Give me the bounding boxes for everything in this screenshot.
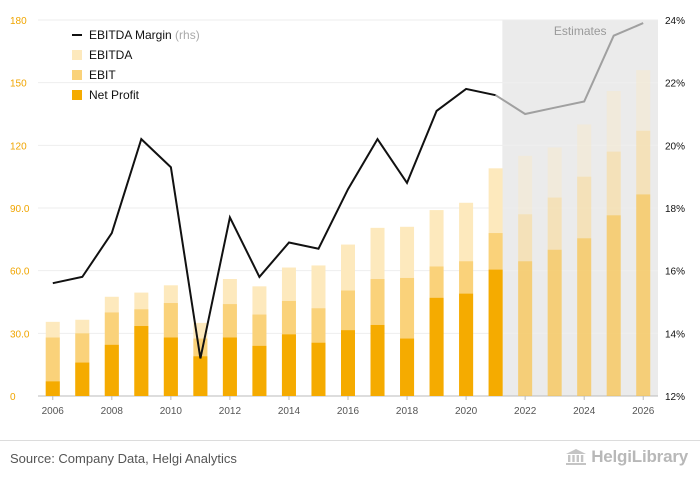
axes: 0 30.0 60.0 90.0 120 150 180 12% 14% 16% 18% 20% 22%… [10,16,685,417]
ebitda-bar [518,155,533,396]
ebit-bar [636,130,651,396]
left-axis-tick-label: 60.0 [10,267,30,278]
legend-swatch [72,50,82,60]
ebitda-bar [547,147,562,396]
ebit-bar [577,176,592,396]
library-building-icon [566,449,587,465]
x-tick-label: 2026 [632,406,655,417]
x-tick-label: 2006 [42,406,65,417]
net-profit-bar [459,293,474,396]
right-axis-tick-label: 20% [665,141,685,152]
net-profit-bar [341,330,355,396]
x-tick-label: 2012 [219,406,242,417]
left-axis-tick-label: 150 [10,79,27,90]
ebitda-margin-line [52,22,644,359]
legend-swatch [72,70,82,80]
legend-label: EBIT [89,68,116,82]
net-profit-bar [577,238,592,396]
source-text: Source: Company Data, Helgi Analytics [10,451,237,466]
net-profit-bar [75,362,90,396]
right-axis-tick-label: 18% [665,204,685,215]
ebitda-margin-estimate-line [495,22,644,116]
right-axis-tick-label: 22% [665,79,685,90]
net-profit-bar [370,324,385,396]
ebit-bar [606,151,621,396]
x-tick-label: 2018 [396,406,419,417]
legend-label: EBITDA Margin (rhs) [89,28,200,42]
right-axis-tick-label: 14% [665,329,685,340]
helgi-library-logo[interactable]: HelgiLibrary [565,447,688,467]
left-axis-tick-label: 30.0 [10,329,30,340]
ebit-bar [518,214,533,396]
bars [45,70,651,397]
chart-svg: Estimates 0 30.0 60.0 90.0 120 150 180 12% 14% 16… [10,16,685,417]
net-profit-bar [252,345,267,396]
estimates-label: Estimates [554,24,607,38]
ebit-bar [547,197,562,396]
net-profit-bar [45,381,60,396]
net-profit-bar [134,326,149,396]
x-tick-label: 2024 [573,406,596,417]
logo-text: HelgiLibrary [591,447,688,466]
left-axis-tick-label: 0 [10,392,16,403]
legend: EBITDA Margin (rhs) EBITDA EBIT Net Profit [72,28,200,102]
legend-swatch [72,90,82,100]
net-profit-bar [104,344,119,396]
net-profit-bar [518,261,533,396]
x-tick-label: 2016 [337,406,360,417]
right-axis-tick-label: 12% [665,392,685,403]
net-profit-bar [429,297,444,396]
legend-label: EBITDA [89,48,132,62]
net-profit-bar [222,337,237,396]
net-profit-bar [163,337,178,396]
x-tick-label: 2010 [160,406,183,417]
left-axis-tick-label: 120 [10,141,27,152]
net-profit-bar [193,356,208,396]
legend-label: Net Profit [89,88,140,102]
left-axis-tick-label: 180 [10,16,27,27]
left-axis-tick-label: 90.0 [10,204,30,215]
net-profit-bar [400,338,415,396]
right-axis-tick-label: 16% [665,267,685,278]
ebitda-margin-actual-line [52,87,496,359]
net-profit-bar [606,215,621,396]
net-profit-bar [488,269,503,396]
net-profit-bar [547,249,562,396]
net-profit-bar [311,342,326,396]
legend-label-suffix: (rhs) [172,28,200,42]
footer-divider [0,440,700,441]
x-tick-label: 2022 [514,406,537,417]
net-profit-bar [636,194,651,396]
ebitda-bar [636,70,651,396]
x-tick-label: 2008 [101,406,124,417]
net-profit-bar [281,334,296,396]
right-axis-tick-label: 24% [665,16,685,27]
x-tick-label: 2014 [278,406,301,417]
ebitda-bar [606,91,621,397]
ebitda-bar [577,124,592,396]
x-tick-label: 2020 [455,406,478,417]
